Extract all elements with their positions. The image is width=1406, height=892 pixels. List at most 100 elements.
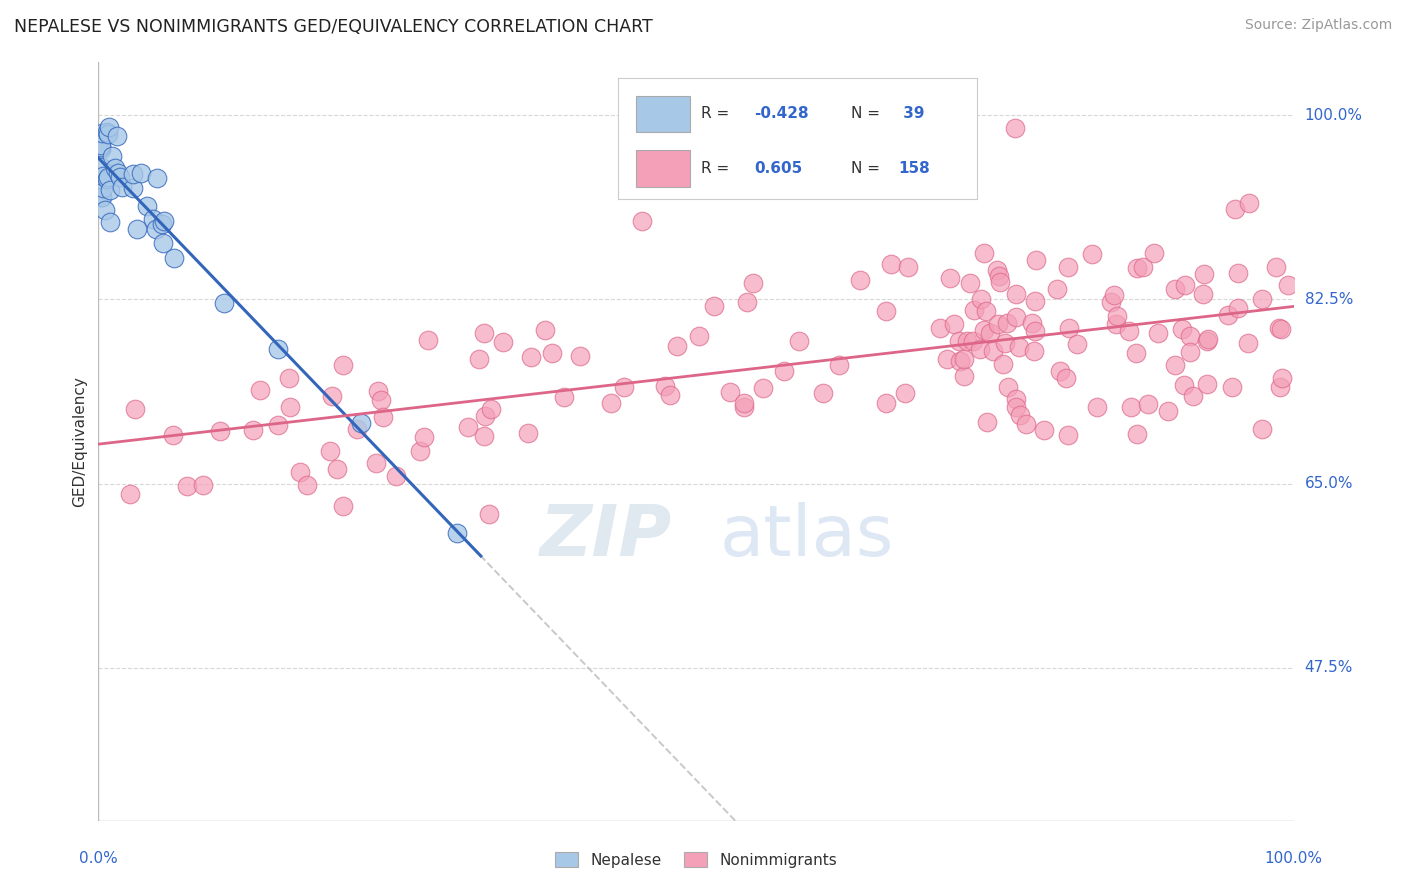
Text: 100.0%: 100.0% (1264, 851, 1323, 866)
Point (1132, 260, 1154, 275)
Point (848, 273, 870, 287)
Point (1164, 358, 1187, 372)
Point (1118, 325, 1140, 339)
Text: 100.0%: 100.0% (1305, 108, 1362, 122)
Point (1173, 378, 1195, 392)
Text: 0.0%: 0.0% (79, 851, 118, 866)
Point (1182, 388, 1205, 402)
Point (1024, 324, 1046, 338)
Point (952, 368, 974, 383)
Point (1192, 286, 1215, 301)
Text: 47.5%: 47.5% (1305, 660, 1353, 675)
Point (880, 257, 903, 271)
Point (212, 296, 235, 310)
Point (97, 170, 120, 185)
Point (949, 354, 972, 368)
Point (666, 338, 689, 352)
Point (963, 302, 986, 317)
Point (1171, 321, 1194, 335)
Point (893, 386, 915, 401)
Point (1022, 344, 1045, 359)
Point (540, 346, 562, 360)
Point (875, 304, 897, 318)
Point (152, 236, 174, 251)
Point (91, 126, 114, 140)
Point (176, 479, 198, 493)
Point (517, 426, 540, 441)
Point (98, 183, 121, 197)
Point (1056, 260, 1078, 275)
Point (962, 334, 984, 349)
Point (1102, 288, 1125, 302)
Point (987, 318, 1010, 332)
Point (122, 167, 145, 181)
Point (1157, 403, 1180, 417)
Point (737, 295, 759, 310)
Point (742, 276, 765, 290)
Point (1066, 337, 1088, 351)
Point (703, 299, 725, 313)
Point (152, 214, 174, 228)
Point (974, 304, 997, 318)
Point (772, 364, 794, 378)
Point (613, 379, 636, 393)
Point (973, 323, 995, 337)
Point (1054, 370, 1077, 384)
Point (131, 166, 153, 180)
Point (90, 190, 112, 204)
Point (96, 125, 118, 139)
Point (409, 443, 432, 458)
Point (90, 140, 112, 154)
Point (105, 129, 128, 144)
Point (976, 416, 998, 430)
Point (242, 424, 264, 438)
Point (288, 465, 311, 479)
Point (385, 469, 408, 483)
Point (1180, 345, 1202, 359)
Point (956, 334, 979, 348)
Point (162, 428, 184, 442)
Point (553, 391, 575, 405)
Point (1099, 295, 1122, 310)
Point (1270, 380, 1292, 394)
Point (811, 386, 834, 401)
Point (1197, 333, 1219, 347)
Point (474, 409, 496, 424)
Point (1119, 401, 1142, 415)
Point (163, 251, 186, 265)
Point (995, 316, 1018, 330)
Point (1087, 401, 1109, 415)
Point (948, 334, 970, 349)
Point (118, 487, 141, 501)
Point (472, 326, 495, 341)
Point (733, 395, 755, 409)
Point (1125, 346, 1147, 360)
Point (457, 420, 479, 434)
Point (413, 430, 436, 444)
Point (970, 292, 993, 306)
Point (659, 388, 682, 402)
Point (979, 326, 1001, 340)
Text: 65.0%: 65.0% (1305, 476, 1353, 491)
Point (418, 334, 440, 348)
Point (366, 456, 388, 470)
Point (367, 384, 389, 398)
Point (936, 352, 959, 367)
Point (1049, 363, 1071, 377)
Point (875, 396, 897, 410)
Point (1080, 246, 1102, 260)
Point (111, 180, 134, 194)
Point (993, 357, 1015, 371)
Point (828, 358, 851, 372)
Point (326, 461, 349, 475)
Point (986, 263, 1008, 277)
Point (959, 276, 981, 290)
Point (1270, 321, 1292, 335)
Point (1268, 321, 1291, 335)
Point (90, 160, 112, 174)
Point (121, 180, 143, 194)
Point (350, 416, 373, 430)
Point (973, 245, 995, 260)
Text: NEPALESE VS NONIMMIGRANTS GED/EQUIVALENCY CORRELATION CHART: NEPALESE VS NONIMMIGRANTS GED/EQUIVALENC… (14, 18, 652, 36)
Text: 82.5%: 82.5% (1305, 292, 1353, 307)
